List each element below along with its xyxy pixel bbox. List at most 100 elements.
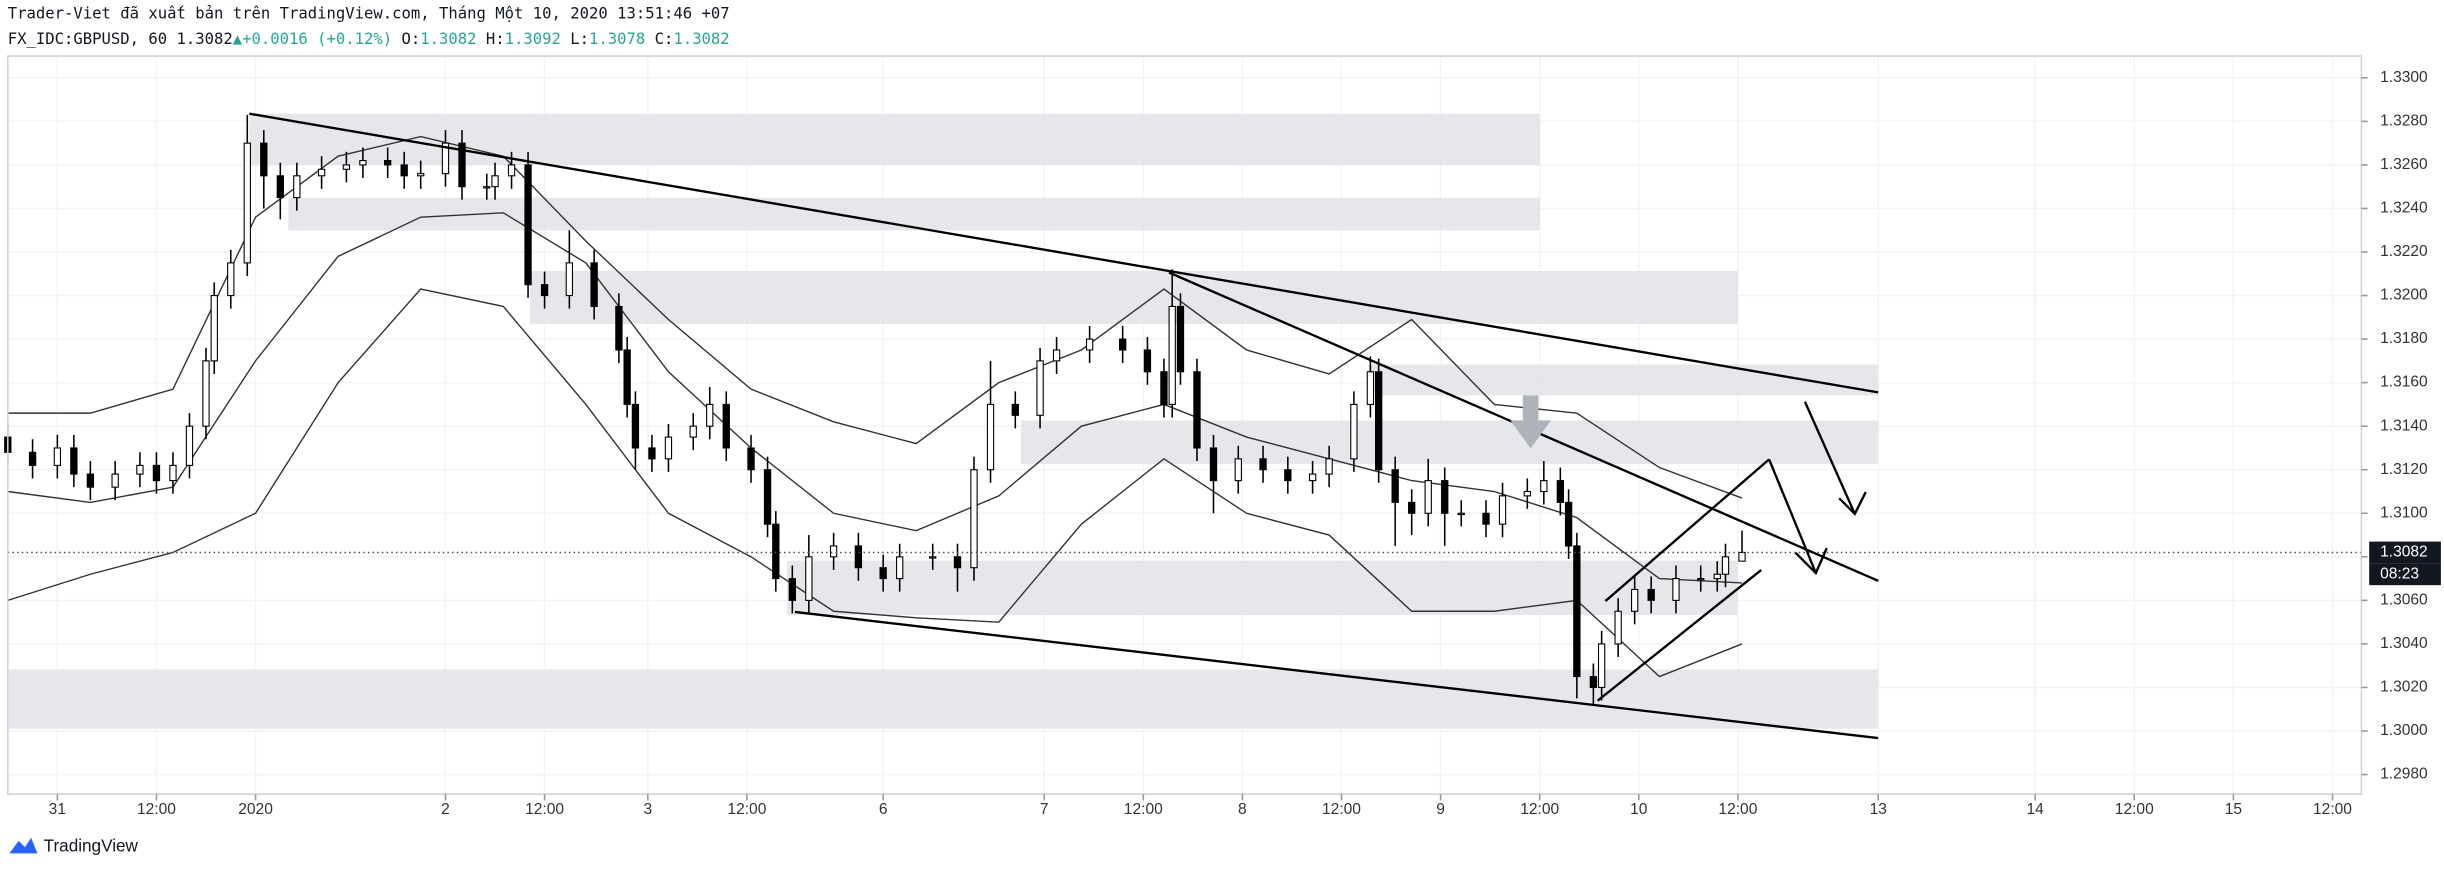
candle-body	[28, 451, 37, 466]
zones	[7, 113, 1879, 729]
x-tick-label: 12:00	[1520, 801, 1559, 818]
candle-body	[631, 403, 640, 449]
y-tick-label: 1.3160	[2380, 374, 2428, 391]
candle-body	[86, 473, 95, 488]
candle-body	[689, 425, 697, 438]
candle-body	[1498, 495, 1507, 525]
candle-body	[590, 262, 598, 307]
candle-body	[1085, 338, 1094, 351]
y-tick-label: 1.3200	[2380, 287, 2428, 304]
candle-body	[772, 523, 780, 580]
x-tick-label: 12:00	[1718, 801, 1757, 818]
candle-body	[53, 447, 62, 466]
y-tick-label: 1.3140	[2380, 417, 2428, 434]
candle-body	[1482, 512, 1490, 525]
x-tick-label: 2020	[238, 801, 273, 818]
symbol: FX_IDC:GBPUSD, 60	[8, 29, 167, 47]
candle-body	[1614, 610, 1622, 645]
x-tick-label: 13	[1870, 801, 1887, 818]
candle-body	[70, 447, 78, 475]
x-tick-label: 31	[49, 801, 66, 818]
candle-body	[1589, 676, 1598, 689]
candle-body	[1457, 512, 1465, 516]
candle-body	[788, 578, 796, 601]
candle-body	[483, 186, 491, 189]
y-tick-label: 1.3280	[2380, 112, 2428, 129]
candle-body	[623, 349, 631, 405]
candle-body	[1209, 447, 1218, 482]
x-tick-label: 8	[1238, 801, 1247, 818]
candle-body	[1011, 403, 1019, 416]
candle-body	[1738, 551, 1746, 562]
channel-line	[1604, 458, 1770, 602]
candle-body	[664, 436, 673, 460]
candle-body	[722, 403, 730, 449]
x-tick-label: 3	[643, 801, 652, 818]
x-tick-label: 12:00	[1124, 801, 1163, 818]
candle-body	[1176, 305, 1185, 373]
candle-body	[185, 425, 194, 466]
y-tick-label: 1.3000	[2380, 722, 2428, 739]
candle-body	[1118, 338, 1127, 351]
y-tick-label: 1.3220	[2380, 243, 2428, 260]
ohlc-label: H:	[486, 29, 505, 47]
y-tick-label: 1.3060	[2380, 591, 2428, 608]
arrow-head	[1794, 547, 1828, 576]
candle-body	[260, 142, 268, 177]
candle-body	[458, 142, 466, 188]
candle-body	[1713, 573, 1721, 580]
candle-body	[540, 284, 549, 297]
footer: TradingView	[9, 836, 139, 856]
zone	[288, 197, 1540, 231]
candle-body	[342, 164, 351, 170]
candle-body	[1441, 480, 1449, 514]
candle-body	[111, 473, 119, 488]
candle-body	[1672, 578, 1680, 601]
candle-body	[400, 164, 408, 177]
plot-frame	[7, 55, 2363, 795]
candle-body	[1168, 305, 1176, 405]
x-tick-label: 12:00	[137, 801, 176, 818]
candle-body	[1143, 349, 1152, 373]
candle-body	[202, 360, 210, 427]
x-tick-label: 9	[1436, 801, 1445, 818]
candle-body	[1052, 349, 1061, 362]
candle-body	[1564, 501, 1573, 547]
candle-body	[491, 175, 499, 188]
candle-body	[1697, 578, 1705, 581]
candle-body	[896, 556, 904, 580]
x-tick-label: 12:00	[1322, 801, 1361, 818]
last-price-label: 1.3082	[2380, 544, 2428, 561]
y-tick-label: 1.3100	[2380, 504, 2428, 521]
candle-body	[417, 173, 425, 177]
logo	[9, 837, 38, 854]
brand: TradingView	[44, 836, 139, 856]
candle-body	[1523, 490, 1531, 497]
candle-body	[227, 262, 235, 297]
candle-body	[706, 403, 714, 427]
zone	[529, 270, 1738, 324]
drawings	[249, 112, 1879, 740]
candle-body	[1160, 371, 1168, 405]
x-tick-label: 12:00	[2313, 801, 2352, 818]
x-tick-label: 12:00	[2115, 801, 2154, 818]
countdown: 08:23	[2380, 565, 2419, 582]
candle-body	[854, 545, 863, 569]
candle-body	[169, 464, 177, 482]
candle-body	[565, 262, 574, 297]
candle-body	[1374, 371, 1383, 471]
candle-body	[953, 556, 962, 569]
candle-body	[1284, 469, 1292, 482]
plot	[4, 114, 2362, 705]
candle-body	[152, 464, 161, 482]
candle-body	[1308, 473, 1317, 482]
candle-body	[243, 142, 251, 264]
axes: 1.29801.30001.30201.30401.30601.30801.31…	[49, 69, 2441, 818]
candle-body	[441, 142, 450, 175]
last-price: 1.3082	[177, 29, 233, 47]
candle-body	[879, 567, 887, 580]
last-price-box	[2369, 541, 2441, 564]
zone	[787, 560, 1738, 616]
candle-body	[1597, 643, 1606, 689]
